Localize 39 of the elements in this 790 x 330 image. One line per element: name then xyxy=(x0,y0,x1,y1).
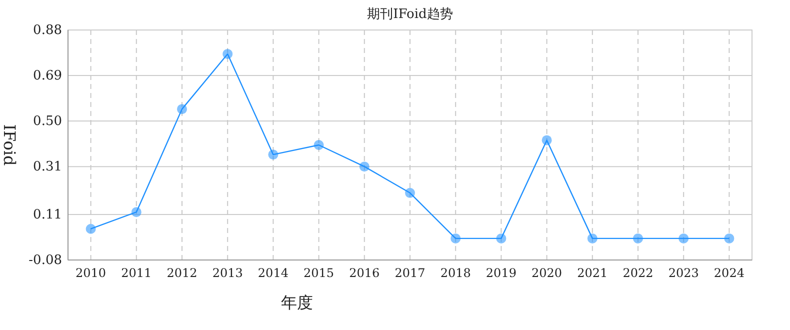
x-tick-label: 2021 xyxy=(577,266,608,280)
point xyxy=(724,233,734,244)
y-tick-label: 0.50 xyxy=(33,114,62,130)
x-tick-label: 2018 xyxy=(440,266,471,280)
x-tick-label: 2023 xyxy=(668,266,699,280)
point xyxy=(587,233,598,244)
y-tick-label: 0.11 xyxy=(33,207,62,222)
point xyxy=(86,224,96,234)
x-tick-label: 2020 xyxy=(532,266,562,280)
x-axis-title: 年度 xyxy=(281,293,313,312)
chart-title: 期刊IFoid趋势 xyxy=(367,7,453,22)
x-tick-label: 2016 xyxy=(349,266,380,280)
y-tick-label: 0.88 xyxy=(33,23,62,38)
point xyxy=(359,162,370,172)
x-tick-label: 2022 xyxy=(622,266,654,280)
x-tick-label: 2019 xyxy=(486,266,516,280)
point xyxy=(268,150,278,160)
point xyxy=(177,104,187,114)
point xyxy=(633,233,643,244)
x-tick-label: 2015 xyxy=(304,266,334,280)
x-tick-label: 2024 xyxy=(714,266,745,280)
point xyxy=(496,233,506,244)
y-tick-label: 0.31 xyxy=(33,160,62,175)
point xyxy=(222,48,233,59)
x-tick-label: 2014 xyxy=(258,266,289,280)
point xyxy=(131,207,142,218)
y-tick-label: 0.69 xyxy=(33,68,62,84)
x-tick-label: 2017 xyxy=(394,266,426,280)
point xyxy=(678,233,689,244)
y-axis-title: IFoid xyxy=(0,124,19,166)
x-tick-label: 2011 xyxy=(121,266,152,280)
x-tick-label: 2010 xyxy=(76,266,106,280)
point xyxy=(314,140,324,150)
x-tick-label: 2013 xyxy=(212,266,243,280)
x-tick-label: 2012 xyxy=(166,266,198,280)
point xyxy=(405,188,415,198)
point xyxy=(450,233,461,244)
y-tick-label: -0.08 xyxy=(28,253,62,268)
point xyxy=(542,135,552,146)
